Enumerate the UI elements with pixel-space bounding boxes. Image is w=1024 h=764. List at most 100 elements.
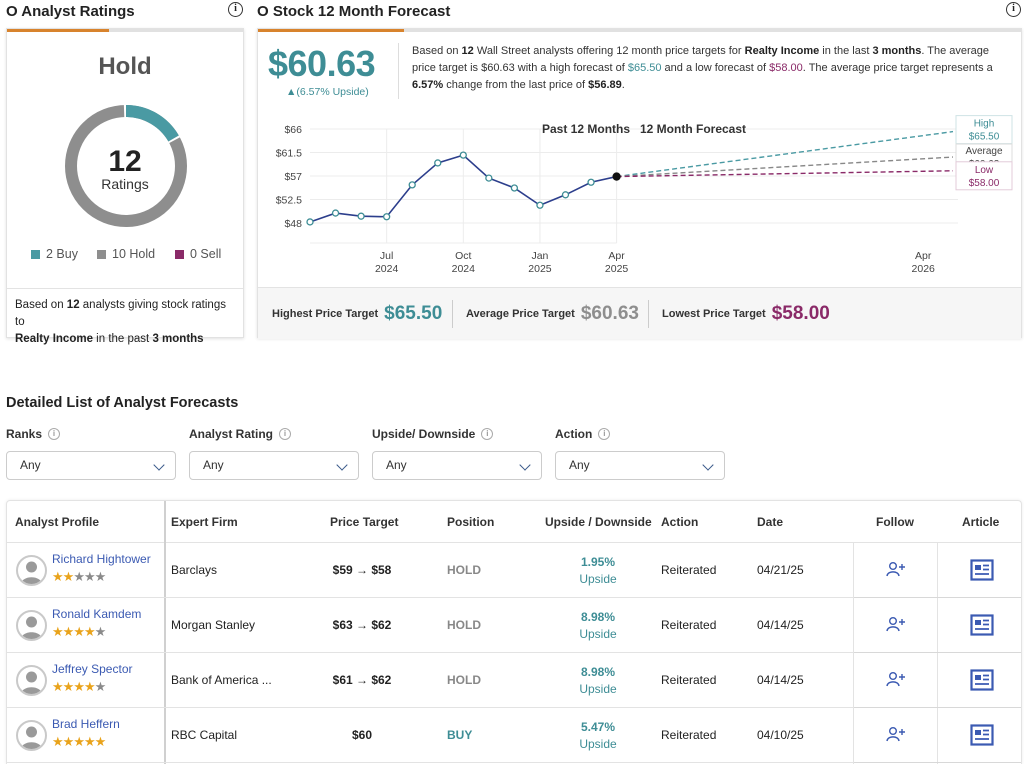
x-tick-month: Apr (608, 250, 625, 262)
star-icon: ★ (73, 734, 85, 749)
col-price-target[interactable]: Price Target (330, 515, 399, 529)
legend-hold: 10 Hold (97, 247, 155, 261)
expert-firm: Barclays (171, 563, 218, 577)
price-point (434, 159, 442, 167)
star-rating: ★★★★★ (52, 734, 106, 750)
ranks-select[interactable]: Any (6, 451, 176, 480)
filter-ranks-label: Ranks i (6, 427, 61, 441)
price-target: $61 → $62 (332, 673, 392, 687)
col-upside-downside[interactable]: Upside / Downside (545, 515, 652, 529)
star-icon: ★ (62, 569, 75, 584)
col-date[interactable]: Date (757, 515, 784, 529)
filter-analyst-rating-label: Analyst Rating i (189, 427, 292, 441)
legend-hold-label: 10 Hold (112, 247, 156, 261)
star-icon: ★ (62, 679, 75, 694)
upside-label: Upside (579, 737, 617, 751)
legend-sell-label: 0 Sell (190, 247, 222, 261)
chevron-down-icon (702, 459, 714, 471)
follow-analyst-icon[interactable] (886, 726, 906, 747)
chevron-down-icon (153, 459, 165, 471)
legend-buy-label: 2 Buy (46, 247, 78, 261)
expert-firm: Bank of America ... (171, 673, 272, 687)
info-icon[interactable]: i (279, 428, 292, 440)
upside-downside-select[interactable]: Any (372, 451, 542, 480)
price-point (510, 184, 519, 192)
x-tick-year: 2026 (912, 263, 936, 275)
star-icon: ★ (52, 679, 64, 694)
article-icon[interactable] (970, 724, 994, 751)
y-tick-label: $61.5 (276, 148, 302, 160)
col-follow: Follow (876, 515, 914, 529)
price-target: $63 → $62 (332, 618, 392, 632)
star-icon: ★ (62, 624, 75, 639)
star-icon: ★ (73, 569, 85, 584)
info-icon[interactable]: i (228, 2, 243, 17)
lowest-price-target: Lowest Price Target $58.00 (662, 303, 830, 324)
action-select[interactable]: Any (555, 451, 725, 480)
info-icon[interactable]: i (48, 428, 61, 440)
star-icon: ★ (94, 624, 107, 639)
follow-analyst-icon[interactable] (886, 561, 906, 582)
average-price-target: $60.63 (268, 43, 376, 84)
col-analyst-profile[interactable]: Analyst Profile (15, 515, 100, 529)
analyst-name-link[interactable]: Brad Heffern (52, 717, 120, 731)
svg-text:$58.00: $58.00 (969, 178, 1000, 189)
x-tick-year: 2024 (452, 263, 476, 275)
chevron-down-icon (519, 459, 531, 471)
price-point (561, 191, 570, 199)
chart-label-forecast: 12 Month Forecast (640, 122, 746, 136)
filter-action-label: Action i (555, 427, 611, 441)
average-price-target-summary: Average Price Target $60.63 (466, 303, 639, 324)
price-point (382, 213, 391, 221)
col-expert-firm[interactable]: Expert Firm (171, 515, 238, 529)
table-header: Analyst Profile Expert Firm Price Target… (7, 501, 1021, 543)
info-icon[interactable]: i (598, 428, 611, 440)
info-icon[interactable]: i (481, 428, 494, 440)
avatar[interactable] (16, 610, 47, 641)
forecast-line-average (616, 156, 954, 178)
star-icon: ★ (83, 679, 96, 694)
y-tick-label: $52.5 (276, 195, 302, 207)
price-target-bar: Highest Price Target $65.50 Average Pric… (258, 287, 1021, 339)
price-point (587, 178, 595, 186)
table-row: Jeffrey Spector ★★★★★ Bank of America ... $… (7, 653, 1021, 708)
upside-label: Upside (579, 682, 617, 696)
analyst-name-link[interactable]: Ronald Kamdem (52, 607, 142, 621)
svg-text:Low: Low (975, 165, 994, 176)
donut-buy-segment (125, 105, 179, 142)
article-icon[interactable] (970, 559, 994, 586)
analyst-name-link[interactable]: Jeffrey Spector (52, 662, 133, 676)
upside-percent: 8.98% (580, 610, 616, 624)
analyst-name-link[interactable]: Richard Hightower (52, 552, 151, 566)
follow-analyst-icon[interactable] (886, 616, 906, 637)
position-badge: HOLD (447, 618, 481, 632)
svg-text:$65.50: $65.50 (969, 132, 1000, 143)
detailed-list-title: Detailed List of Analyst Forecasts (6, 395, 239, 411)
analyst-rating-select[interactable]: Any (189, 451, 359, 480)
hold-swatch (97, 249, 106, 259)
article-icon[interactable] (970, 614, 994, 641)
position-badge: HOLD (447, 673, 481, 687)
col-action[interactable]: Action (661, 515, 699, 529)
col-position[interactable]: Position (447, 515, 495, 529)
avatar[interactable] (16, 555, 47, 586)
table-row: Brad Heffern ★★★★★ RBC Capital $60 BUY 5.47% U… (7, 708, 1021, 763)
price-point (357, 212, 365, 220)
rating-date: 04/21/25 (757, 563, 804, 577)
avatar[interactable] (16, 720, 47, 751)
star-icon: ★ (52, 624, 64, 639)
sell-swatch (175, 249, 184, 259)
price-target: $60 (351, 728, 373, 742)
rating-date: 04/10/25 (757, 728, 804, 742)
info-icon[interactable]: i (1006, 2, 1021, 17)
ratings-footnote: Based on 12 analysts giving stock rating… (7, 288, 243, 356)
avatar[interactable] (16, 665, 47, 696)
article-icon[interactable] (970, 669, 994, 696)
follow-analyst-icon[interactable] (886, 671, 906, 692)
star-icon: ★ (73, 624, 85, 639)
svg-text:High: High (974, 119, 995, 130)
ratings-donut-chart (65, 104, 187, 227)
star-icon: ★ (73, 679, 85, 694)
expert-firm: Morgan Stanley (171, 618, 256, 632)
high-target-tag: High $65.50 (955, 115, 1013, 145)
